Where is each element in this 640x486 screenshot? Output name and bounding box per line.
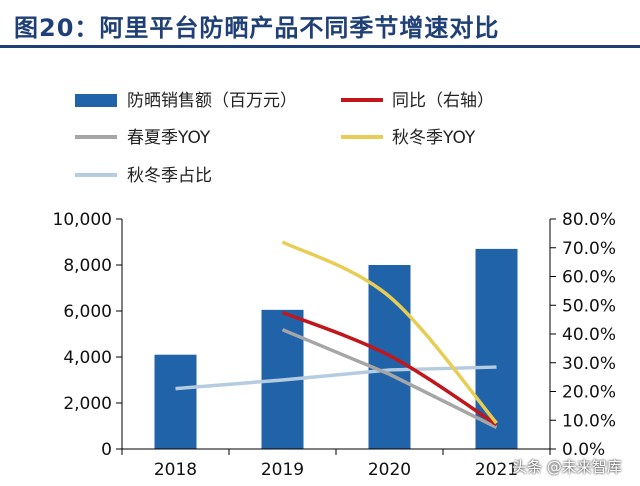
autumn-winter-share-line — [175, 365, 497, 391]
legend-label-sales-bar: 防晒销售额（百万元） — [127, 91, 297, 111]
right-axis-tick-label: 50.0% — [562, 296, 616, 316]
figure-title-bar: 图20：阿里平台防晒产品不同季节增速对比 — [0, 0, 640, 48]
left-axis-tick-label: 2,000 — [63, 394, 112, 414]
x-axis-tick-label: 2019 — [261, 460, 304, 480]
right-axis-tick-label: 40.0% — [562, 325, 616, 345]
left-axis-tick-label: 6,000 — [63, 302, 112, 322]
autumn-winter-yoy-line — [281, 240, 498, 425]
right-axis-tick-label: 10.0% — [562, 411, 616, 431]
left-axis-tick-label: 0 — [101, 440, 112, 460]
watermark: 头条 @未来智库 — [512, 458, 622, 476]
legend-label-autumn-winter-yoy-line: 秋冬季YOY — [392, 128, 476, 148]
x-axis-tick-label: 2021 — [475, 460, 518, 480]
legend-swatch-sales-bar — [75, 94, 117, 107]
left-axis-tick-label: 10,000 — [53, 210, 112, 230]
right-axis-tick-label: 0.0% — [562, 440, 605, 460]
right-axis-tick-label: 60.0% — [562, 268, 616, 288]
figure-title: 图20：阿里平台防晒产品不同季节增速对比 — [14, 14, 500, 42]
left-axis-tick-label: 4,000 — [63, 348, 112, 368]
sales-bar — [154, 354, 197, 449]
legend-label-autumn-winter-share-line: 秋冬季占比 — [127, 166, 212, 186]
x-axis-tick-label: 2020 — [368, 460, 411, 480]
right-axis-tick-label: 80.0% — [562, 210, 616, 230]
yoy-line — [281, 310, 498, 427]
right-axis-tick-label: 70.0% — [562, 239, 616, 259]
x-axis-tick-label: 2018 — [154, 460, 197, 480]
legend-label-spring-summer-yoy-line: 春夏季YOY — [127, 128, 211, 148]
spring-summer-yoy-line — [281, 328, 498, 430]
left-axis-tick-label: 8,000 — [63, 256, 112, 276]
right-axis-tick-label: 20.0% — [562, 383, 616, 403]
right-axis-tick-label: 30.0% — [562, 354, 616, 374]
legend-label-yoy-line: 同比（右轴） — [392, 91, 494, 111]
